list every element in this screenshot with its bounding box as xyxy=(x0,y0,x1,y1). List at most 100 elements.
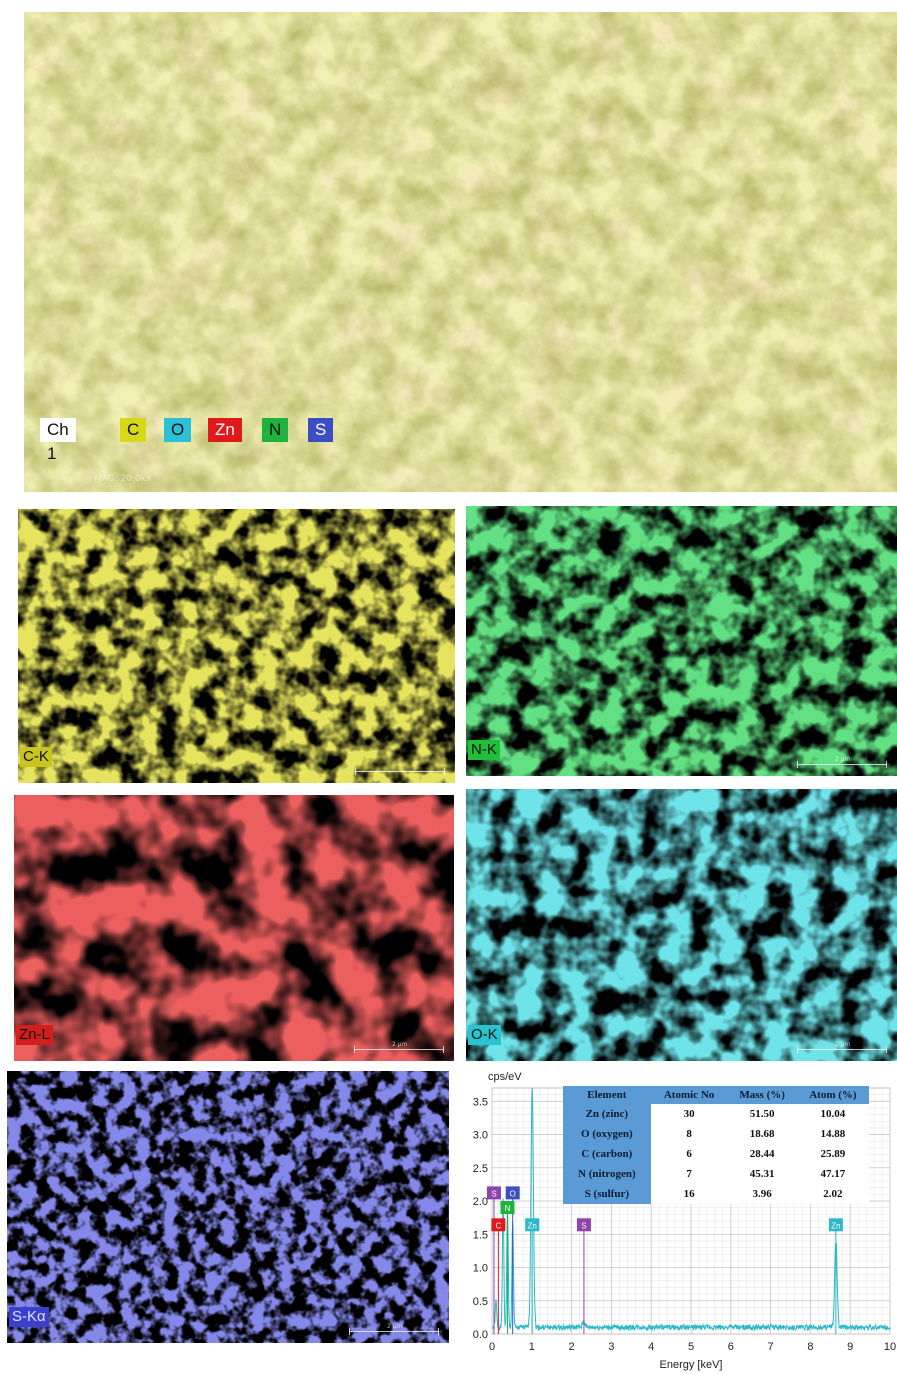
zinc-map-image: Zn-L 2 μm xyxy=(14,795,454,1061)
nitrogen-map-image: N-K 2 μm xyxy=(466,506,897,776)
legend-badge-s: S xyxy=(308,418,334,442)
s-scale-text: 2 μm xyxy=(387,1323,403,1330)
table-cell: 45.31 xyxy=(727,1164,797,1184)
x-tick-label: 10 xyxy=(884,1341,896,1353)
c-map-label: C-K xyxy=(20,747,52,767)
table-cell: O (oxygen) xyxy=(563,1124,651,1144)
peak-marker-box xyxy=(491,1218,506,1232)
zn-map-texture xyxy=(14,795,454,1061)
zn-scale-bar xyxy=(354,1046,444,1053)
peak-marker-box xyxy=(576,1218,591,1232)
o-scale-bar xyxy=(797,1046,887,1053)
composite-meta: MAG: 20.0kx xyxy=(94,474,152,484)
peak-marker-label: S xyxy=(491,1189,496,1198)
legend-badge-ch-1: Ch 1 xyxy=(40,418,76,463)
x-tick-label: 7 xyxy=(768,1341,774,1353)
eds-composition-table: Element Atomic No Mass (%) Atom (%) Zn (zin… xyxy=(563,1086,869,1204)
table-cell: 47.17 xyxy=(796,1164,869,1184)
spectrum-line xyxy=(492,1087,891,1332)
table-cell: S (sulfur) xyxy=(563,1184,651,1204)
y-tick-label: 1.0 xyxy=(473,1263,488,1275)
oxygen-map-image: O-K 2 μm xyxy=(466,789,897,1061)
table-cell: 51.50 xyxy=(727,1104,797,1124)
peak-marker-label: Zn xyxy=(528,1221,537,1230)
table-cell: 6 xyxy=(650,1144,728,1164)
x-tick-label: 1 xyxy=(529,1341,535,1353)
composite-map-image: Ch 1 C O Zn N S MAG: 20.0kx xyxy=(24,12,897,492)
x-axis-label: Energy [keV] xyxy=(660,1359,723,1371)
y-tick-label: 1.5 xyxy=(473,1229,488,1241)
y-tick-label: 0.0 xyxy=(473,1329,488,1341)
table-row: S (sulfur) 16 3.96 2.02 xyxy=(563,1184,869,1204)
n-scale-bar xyxy=(797,761,887,768)
c-map-texture xyxy=(18,509,455,783)
x-tick-label: 4 xyxy=(648,1341,654,1353)
table-header: Atomic No xyxy=(650,1086,728,1104)
table-cell: 18.68 xyxy=(727,1124,797,1144)
legend-badge-o: O xyxy=(164,418,192,442)
y-tick-label: 2.0 xyxy=(473,1196,488,1208)
peak-marker-box xyxy=(500,1201,515,1215)
peak-marker-box xyxy=(828,1218,843,1232)
x-tick-label: 5 xyxy=(688,1341,694,1353)
s-map-label: S-Kα xyxy=(9,1307,49,1327)
y-axis-label: cps/eV xyxy=(488,1071,522,1083)
table-cell: N (nitrogen) xyxy=(563,1164,651,1184)
y-tick-label: 0.5 xyxy=(473,1296,488,1308)
table-cell: Zn (zinc) xyxy=(563,1104,651,1124)
y-tick-label: 3.0 xyxy=(473,1130,488,1142)
x-tick-label: 3 xyxy=(608,1341,614,1353)
table-cell: 16 xyxy=(650,1184,728,1204)
s-map-texture xyxy=(7,1071,449,1343)
legend-badge-n: N xyxy=(262,418,289,442)
n-map-texture xyxy=(466,506,897,776)
table-cell: 25.89 xyxy=(796,1144,869,1164)
x-tick-label: 2 xyxy=(569,1341,575,1353)
table-cell: 30 xyxy=(650,1104,728,1124)
y-tick-label: 2.5 xyxy=(473,1163,488,1175)
peak-marker-box xyxy=(505,1186,520,1200)
x-tick-label: 6 xyxy=(728,1341,734,1353)
peak-marker-label: N xyxy=(505,1204,511,1213)
composite-texture xyxy=(24,12,897,492)
table-cell: 7 xyxy=(650,1164,728,1184)
peak-marker-label: O xyxy=(510,1189,516,1198)
table-header: Element xyxy=(563,1086,651,1104)
table-row: N (nitrogen) 7 45.31 47.17 xyxy=(563,1164,869,1184)
peak-marker-label: Zn xyxy=(831,1221,840,1230)
x-tick-label: 9 xyxy=(847,1341,853,1353)
table-cell: 3.96 xyxy=(727,1184,797,1204)
table-row: C (carbon) 6 28.44 25.89 xyxy=(563,1144,869,1164)
legend-badge-zn: Zn xyxy=(208,418,242,442)
table-row: O (oxygen) 8 18.68 14.88 xyxy=(563,1124,869,1144)
peak-marker-box xyxy=(486,1186,501,1200)
x-tick-label: 8 xyxy=(807,1341,813,1353)
sulfur-map-image: S-Kα 2 μm xyxy=(7,1071,449,1343)
table-row: Zn (zinc) 30 51.50 10.04 xyxy=(563,1104,869,1124)
y-tick-label: 3.5 xyxy=(473,1096,488,1108)
o-scale-text: 2 μm xyxy=(835,1041,851,1048)
legend-badge-c: C xyxy=(120,418,147,442)
peak-marker-label: C xyxy=(495,1221,501,1230)
c-scale-bar xyxy=(355,768,445,775)
table-cell: 28.44 xyxy=(727,1144,797,1164)
table-cell: 2.02 xyxy=(796,1184,869,1204)
table-cell: C (carbon) xyxy=(563,1144,651,1164)
table-cell: 14.88 xyxy=(796,1124,869,1144)
table-header: Mass (%) xyxy=(727,1086,797,1104)
o-map-label: O-K xyxy=(468,1025,501,1045)
n-map-label: N-K xyxy=(468,740,500,760)
carbon-map-image: C-K xyxy=(18,509,455,783)
zn-map-label: Zn-L xyxy=(16,1025,53,1045)
zn-scale-text: 2 μm xyxy=(392,1041,408,1048)
eds-spectrum-chart: 0 1 2 3 4 5 6 7 8 9 10 0.0 0.5 1.0 1.5 2.0 2.5 3.0 3.5 cps/… xyxy=(458,1066,897,1374)
table-cell: 10.04 xyxy=(796,1104,869,1124)
s-scale-bar xyxy=(349,1328,439,1335)
peak-marker-box xyxy=(525,1218,540,1232)
n-scale-text: 2 μm xyxy=(835,756,851,763)
table-cell: 8 xyxy=(650,1124,728,1144)
x-tick-label: 0 xyxy=(489,1341,495,1353)
table-header: Atom (%) xyxy=(796,1086,869,1104)
o-map-texture xyxy=(466,789,897,1061)
peak-marker-label: S xyxy=(581,1221,586,1230)
